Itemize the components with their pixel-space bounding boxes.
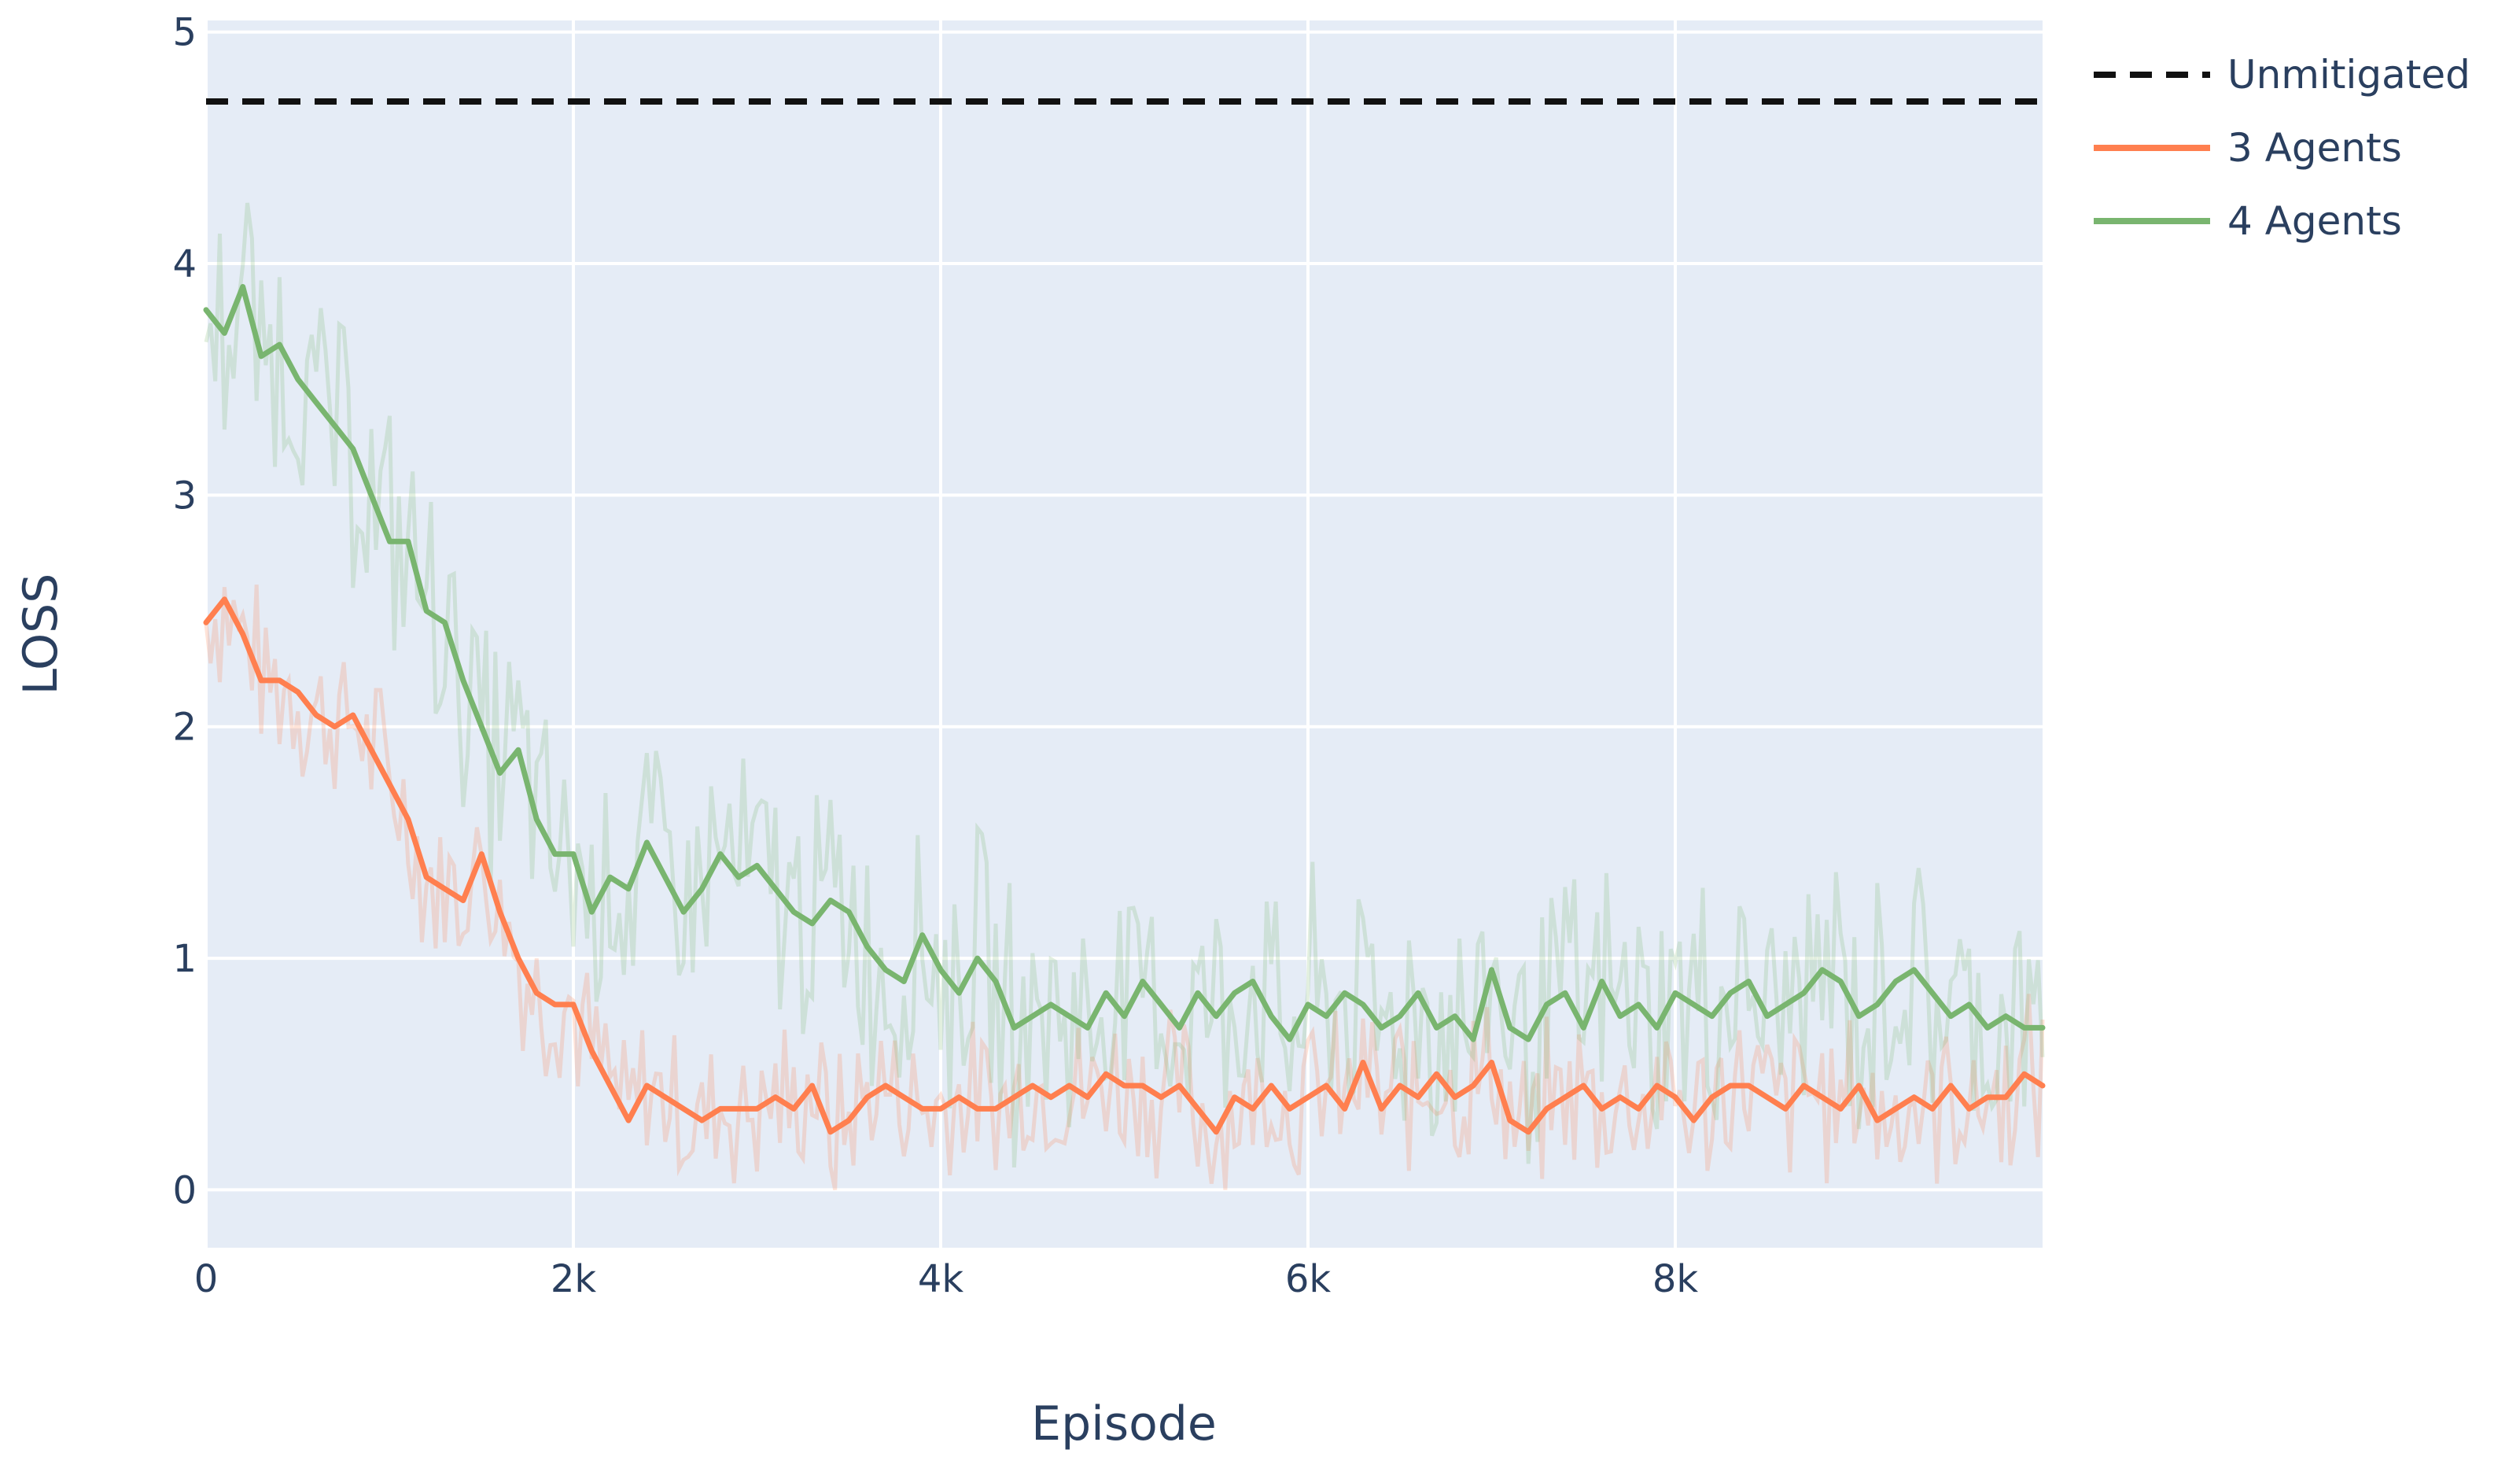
legend-item-3-agents[interactable]: 3 Agents: [2094, 125, 2402, 171]
x-tick-label: 2k: [551, 1257, 597, 1301]
plot-background: [206, 20, 2043, 1248]
legend-item-unmitigated[interactable]: Unmitigated: [2094, 52, 2470, 98]
x-tick-label: 8k: [1652, 1257, 1699, 1301]
series-line-3-agents: [203, 596, 2046, 1135]
x-tick-label: 4k: [918, 1257, 964, 1301]
x-tick-label: 0: [194, 1257, 219, 1301]
series-line-4-agents: [203, 284, 2046, 1042]
y-tick-label: 1: [172, 937, 197, 981]
legend: Unmitigated 3 Agents 4 Agents: [2094, 52, 2470, 244]
grid-lines: [204, 20, 2043, 1248]
legend-label-4-agents: 4 Agents: [2227, 198, 2402, 244]
variance-band-4-agents: [204, 202, 2045, 1168]
x-tick-label: 6k: [1285, 1257, 1332, 1301]
y-tick-label: 0: [172, 1168, 197, 1212]
legend-label-3-agents: 3 Agents: [2227, 125, 2402, 171]
legend-item-4-agents[interactable]: 4 Agents: [2094, 198, 2402, 244]
legend-label-unmitigated: Unmitigated: [2227, 52, 2470, 98]
y-axis-ticks: 0 1 2 3 4 5: [172, 11, 197, 1213]
y-tick-label: 5: [172, 11, 197, 55]
x-axis-title: Episode: [1031, 1396, 1217, 1451]
x-axis-ticks: 0 2k 4k 6k 8k: [194, 1257, 1699, 1301]
y-axis-title: LOSS: [13, 574, 68, 695]
y-tick-label: 3: [172, 474, 197, 518]
y-tick-label: 4: [172, 242, 197, 286]
y-tick-label: 2: [172, 706, 197, 750]
series-lines: [203, 98, 2046, 1135]
